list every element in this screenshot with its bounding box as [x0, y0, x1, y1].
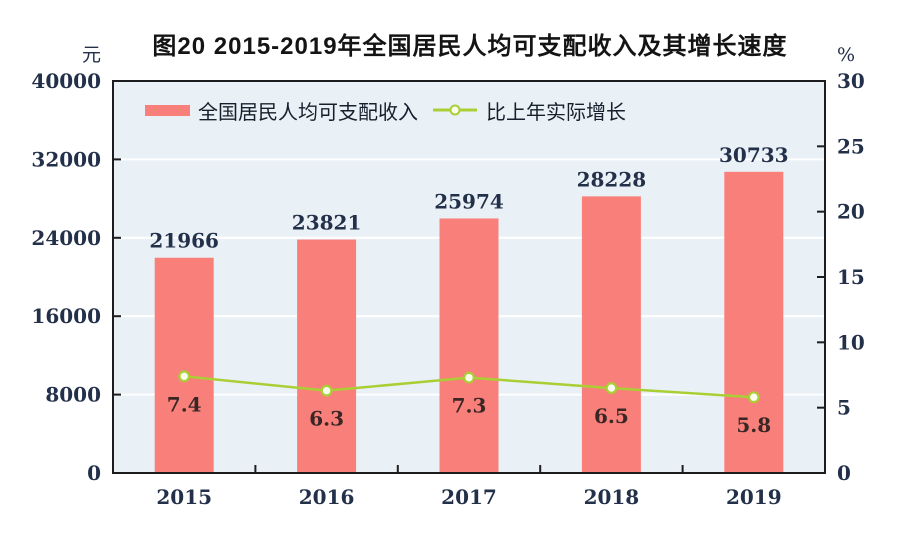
- chart-legend: 全国居民人均可支配收入 比上年实际增长: [145, 96, 626, 124]
- growth-marker-2017: [463, 371, 475, 384]
- right-axis-label-30: 30: [837, 69, 865, 93]
- growth-value-label-2019: 5.8: [736, 413, 771, 437]
- right-axis-label-25: 25: [837, 134, 865, 158]
- left-axis-unit-label: 元: [81, 45, 101, 66]
- bar-2018: [581, 196, 641, 473]
- chart-title: 图20 2015-2019年全国居民人均可支配收入及其增长速度: [152, 33, 788, 60]
- growth-value-label-2018: 6.5: [594, 404, 629, 428]
- bar-value-label-2019: 30733: [719, 143, 789, 167]
- x-axis-label-2018: 2018: [584, 485, 640, 509]
- bar-2016: [297, 239, 357, 473]
- bar-value-label-2018: 28228: [577, 167, 647, 191]
- bar-2017: [439, 218, 499, 473]
- bar-value-label-2017: 25974: [434, 189, 504, 213]
- x-axis-label-2017: 2017: [441, 485, 497, 509]
- growth-marker-2015: [178, 370, 191, 383]
- bar-series-swatch-icon: [145, 104, 190, 116]
- right-axis-label-5: 5: [837, 396, 851, 420]
- left-axis-label-40000: 40000: [31, 69, 101, 93]
- right-axis-label-20: 20: [837, 200, 865, 224]
- legend-line-series-label: 比上年实际增长: [486, 101, 626, 124]
- growth-marker-2016: [320, 384, 333, 397]
- x-axis-label-2016: 2016: [299, 485, 355, 509]
- left-axis-label-0: 0: [87, 461, 101, 485]
- growth-marker-2018: [605, 382, 618, 394]
- left-axis-label-8000: 8000: [45, 383, 101, 407]
- legend-bar-series-label: 全国居民人均可支配收入: [198, 101, 418, 124]
- legend-item-line-series: 比上年实际增长: [432, 96, 626, 125]
- left-axis-label-32000: 32000: [31, 147, 101, 171]
- line-series-swatch-icon: [433, 104, 477, 116]
- growth-marker-2019: [747, 391, 760, 404]
- left-axis-label-24000: 24000: [31, 226, 101, 250]
- legend-item-bar-series: 全国居民人均可支配收入: [145, 96, 418, 125]
- growth-value-label-2016: 6.3: [309, 407, 344, 431]
- right-axis-unit-label: %: [837, 44, 856, 66]
- left-axis-label-16000: 16000: [31, 304, 101, 328]
- x-axis-label-2019: 2019: [726, 485, 782, 509]
- right-axis-label-10: 10: [837, 330, 865, 354]
- bar-value-label-2016: 23821: [292, 211, 362, 235]
- right-axis-label-15: 15: [837, 265, 865, 289]
- bar-2019: [724, 171, 784, 474]
- right-axis-label-0: 0: [837, 461, 851, 485]
- growth-value-label-2015: 7.4: [167, 392, 202, 416]
- x-axis-label-2015: 2015: [156, 485, 212, 509]
- bar-2015: [154, 257, 214, 473]
- bar-value-label-2015: 21966: [149, 229, 219, 253]
- growth-value-label-2017: 7.3: [452, 394, 487, 418]
